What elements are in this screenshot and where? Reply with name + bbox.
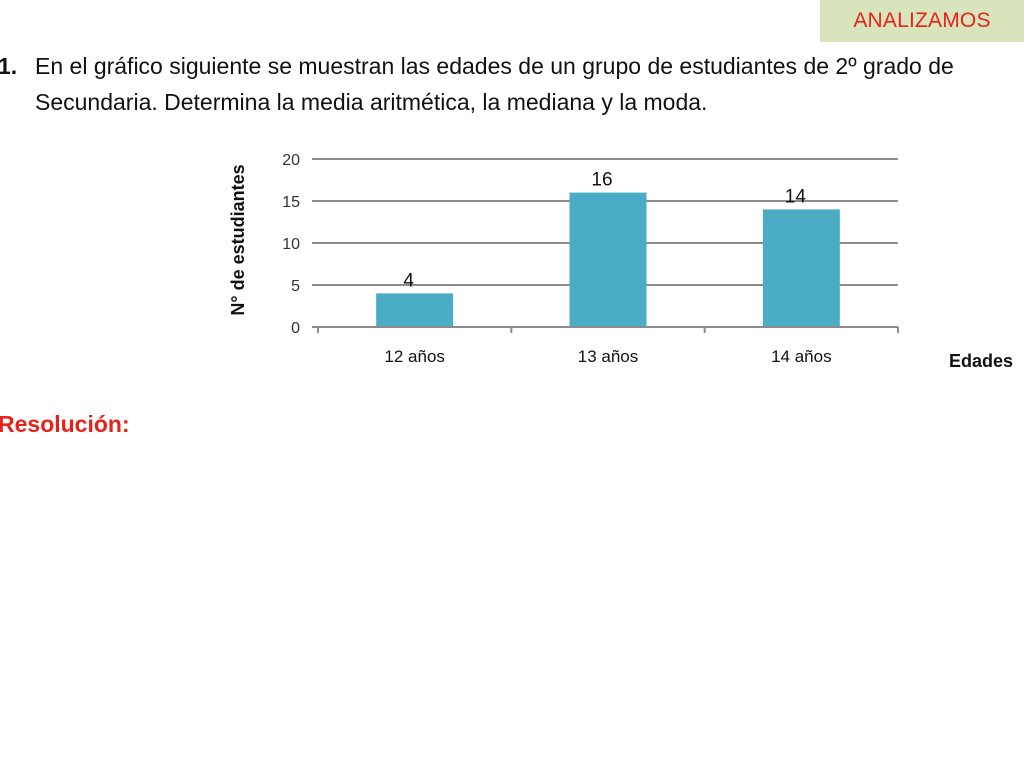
- x-axis: [312, 326, 899, 333]
- y-tick-labels: 0 5 10 15 20: [282, 152, 300, 337]
- x-axis-title: Edades: [949, 351, 1013, 371]
- data-label: 16: [591, 170, 612, 191]
- x-tick-labels: 12 años 13 años 14 años: [384, 347, 831, 366]
- x-tick-label: 13 años: [578, 347, 639, 366]
- y-tick-label: 10: [282, 236, 300, 253]
- y-axis-title: N° de estudiantes: [228, 164, 248, 315]
- x-tick-label: 14 años: [771, 347, 832, 366]
- y-tick-label: 0: [291, 320, 300, 337]
- y-tick-label: 5: [291, 278, 300, 295]
- resolution-label: Resolución:: [0, 411, 130, 437]
- bar: [569, 192, 647, 327]
- y-tick-label: 20: [282, 152, 300, 169]
- x-tick-label: 12 años: [384, 347, 445, 366]
- data-label: 14: [785, 186, 807, 207]
- data-labels: 4 16 14: [403, 170, 806, 292]
- y-tick-label: 15: [282, 194, 300, 211]
- data-label: 4: [403, 270, 414, 291]
- bar: [376, 293, 454, 327]
- bars: [376, 192, 840, 327]
- bar-chart: 0 5 10 15 20 12 años 13 años 14 años 4 16 14 N° …: [228, 152, 1013, 371]
- bar: [762, 209, 840, 327]
- problem-number: 1.: [0, 53, 18, 79]
- section-badge: ANALIZAMOS: [820, 0, 1024, 42]
- problem-text: En el gráfico siguiente se muestran las …: [35, 53, 954, 115]
